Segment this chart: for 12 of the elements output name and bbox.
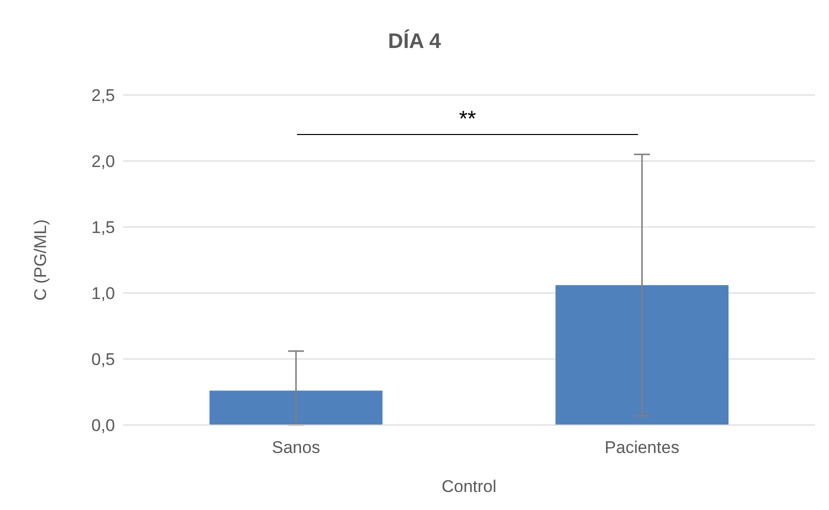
y-tick-label: 2,5 [91, 86, 115, 106]
x-axis-title: Control [442, 477, 496, 496]
chart-title: DÍA 4 [387, 30, 442, 54]
x-tick-label: Pacientes [604, 438, 680, 458]
y-tick-label: 0,5 [91, 350, 115, 370]
y-tick-label: 1,5 [91, 218, 115, 238]
y-axis-title: C (PG/ML) [31, 219, 50, 301]
y-tick-label: 0,0 [91, 416, 115, 436]
x-tick-label: Sanos [272, 438, 320, 458]
y-tick-label: 2,0 [91, 152, 115, 172]
annotation: ** [458, 106, 478, 132]
y-tick-label: 1,0 [91, 284, 115, 304]
